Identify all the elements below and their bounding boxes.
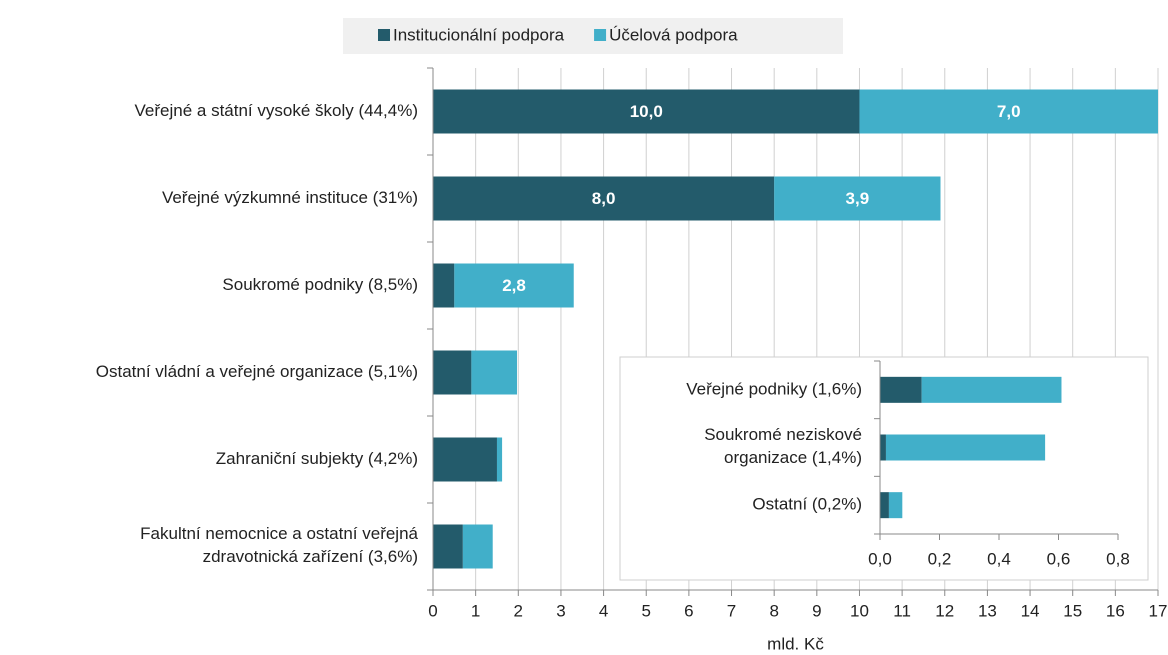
x-tick-label: 6 bbox=[684, 601, 693, 620]
bar-segment bbox=[433, 263, 455, 308]
category-label: Ostatní vládní a veřejné organizace (5,1… bbox=[96, 362, 418, 381]
bar-segment bbox=[888, 492, 903, 519]
x-tick-label: 15 bbox=[1063, 601, 1082, 620]
x-tick-label: 4 bbox=[599, 601, 608, 620]
x-tick-label: 0,6 bbox=[1047, 549, 1071, 568]
bar-segment bbox=[774, 176, 941, 221]
bar-segment bbox=[859, 89, 1158, 134]
bar-segment bbox=[496, 437, 503, 482]
category-label: Veřejné a státní vysoké školy (44,4%) bbox=[135, 101, 418, 120]
x-tick-label: 5 bbox=[642, 601, 651, 620]
legend-swatch bbox=[594, 29, 607, 41]
x-tick-label: 11 bbox=[893, 601, 911, 620]
x-tick-label: 14 bbox=[1021, 601, 1040, 620]
legend-swatch bbox=[378, 29, 390, 41]
bar-segment bbox=[462, 524, 493, 569]
x-tick-label: 17 bbox=[1149, 601, 1168, 620]
x-tick-label: 16 bbox=[1106, 601, 1125, 620]
category-label: Zahraniční subjekty (4,2%) bbox=[216, 449, 418, 468]
x-axis-label: mld. Kč bbox=[767, 634, 824, 653]
x-tick-label: 3 bbox=[556, 601, 565, 620]
bar-segment bbox=[454, 263, 574, 308]
x-tick-label: 1 bbox=[471, 601, 480, 620]
category-label: Veřejné výzkumné instituce (31%) bbox=[162, 188, 418, 207]
legend-label: Institucionální podpora bbox=[393, 25, 565, 44]
bar-segment bbox=[880, 376, 922, 403]
x-tick-label: 0,2 bbox=[928, 549, 952, 568]
legend-box bbox=[343, 18, 843, 54]
x-tick-label: 2 bbox=[514, 601, 523, 620]
bar-segment bbox=[885, 434, 1046, 461]
category-label: Fakultní nemocnice a ostatní veřejná zdra… bbox=[140, 524, 418, 566]
category-label: Veřejné podniky (1,6%) bbox=[686, 379, 862, 398]
x-tick-label: 9 bbox=[812, 601, 821, 620]
value-label: 8,0 bbox=[592, 189, 616, 208]
bar-segment bbox=[880, 492, 889, 519]
bar-segment bbox=[433, 437, 497, 482]
bar-segment bbox=[433, 524, 463, 569]
x-tick-label: 0,8 bbox=[1106, 549, 1130, 568]
x-tick-label: 10 bbox=[850, 601, 869, 620]
bar-segment bbox=[921, 376, 1062, 403]
category-label: Soukromé podniky (8,5%) bbox=[222, 275, 418, 294]
bar-segment bbox=[471, 350, 518, 395]
x-tick-label: 7 bbox=[727, 601, 736, 620]
x-tick-label: 13 bbox=[978, 601, 997, 620]
value-label: 3,9 bbox=[846, 189, 870, 208]
x-tick-label: 0 bbox=[428, 601, 437, 620]
x-tick-label: 0,0 bbox=[868, 549, 892, 568]
value-label: 2,8 bbox=[502, 276, 526, 295]
bar-segment bbox=[433, 350, 472, 395]
bar-segment bbox=[433, 89, 860, 134]
value-label: 10,0 bbox=[630, 102, 663, 121]
x-tick-label: 12 bbox=[935, 601, 954, 620]
x-tick-label: 8 bbox=[769, 601, 778, 620]
legend-label: Účelová podpora bbox=[609, 25, 738, 44]
bar-segment bbox=[880, 434, 886, 461]
category-label: Soukromé neziskové organizace (1,4%) bbox=[704, 425, 862, 467]
x-tick-label: 0,4 bbox=[987, 549, 1011, 568]
value-label: 7,0 bbox=[997, 102, 1021, 121]
category-label: Ostatní (0,2%) bbox=[752, 495, 862, 514]
bar-segment bbox=[433, 176, 775, 221]
